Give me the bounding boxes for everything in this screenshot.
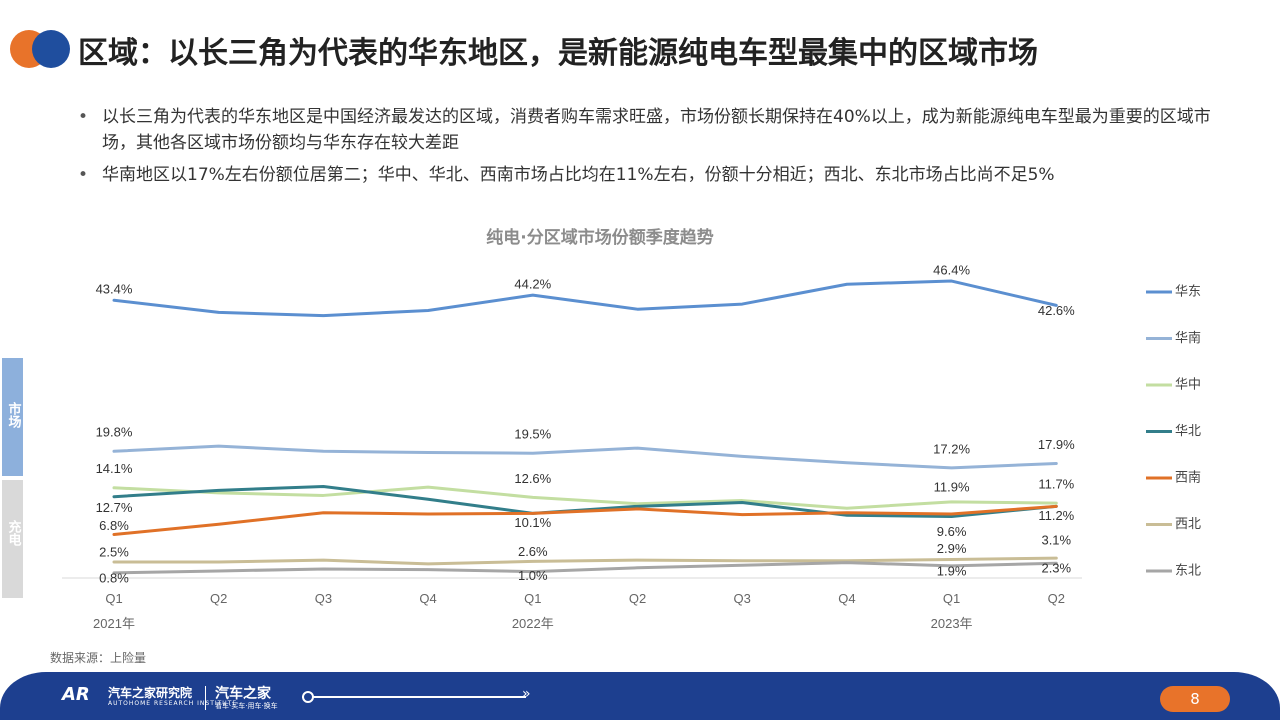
series-line-1 xyxy=(112,444,1058,470)
x-tick-label: Q1 xyxy=(943,591,960,606)
autohome-research-logo: AR xyxy=(62,684,90,705)
data-label: 17.2% xyxy=(933,441,970,456)
side-tab-charge[interactable]: 充电 xyxy=(2,480,23,598)
x-tick-label: Q1 xyxy=(524,591,541,606)
bullet-item: 以长三角为代表的华东地区是中国经济最发达的区域，消费者购车需求旺盛，市场份额长期… xyxy=(78,104,1238,156)
x-tick-label: Q3 xyxy=(734,591,751,606)
legend-label-5: 西北 xyxy=(1175,516,1201,531)
data-label: 12.7% xyxy=(96,500,133,515)
x-tick-label: Q1 xyxy=(105,591,122,606)
data-label: 17.9% xyxy=(1038,437,1075,452)
data-label: 19.8% xyxy=(96,425,133,440)
data-label: 2.3% xyxy=(1041,561,1071,576)
footer-org-sub: AUTOHOME RESEARCH INSTITUTE xyxy=(108,700,238,707)
data-label: 46.4% xyxy=(933,262,970,277)
bullet-list: 以长三角为代表的华东地区是中国经济最发达的区域，消费者购车需求旺盛，市场份额长期… xyxy=(78,104,1238,194)
data-label: 12.6% xyxy=(514,471,551,486)
data-source: 数据来源：上险量 xyxy=(50,651,147,665)
data-label: 3.1% xyxy=(1041,533,1071,548)
side-tab-market-label: 市场 xyxy=(5,402,21,428)
series-line-5 xyxy=(112,556,1058,566)
series-line-2 xyxy=(112,485,1058,510)
bullet-item: 华南地区以17%左右份额位居第二；华中、华北、西南市场占比均在11%左右，份额十… xyxy=(78,162,1238,188)
data-label: 14.1% xyxy=(96,461,133,476)
chart-title: 纯电·分区域市场份额季度趋势 xyxy=(486,228,714,248)
x-year-label: 2022年 xyxy=(512,616,554,631)
series-line-6 xyxy=(112,561,1058,575)
footer-divider xyxy=(205,686,206,710)
legend-label-1: 华南 xyxy=(1175,330,1201,345)
data-label: 11.7% xyxy=(1038,477,1074,492)
data-label: 42.6% xyxy=(1038,303,1075,318)
x-tick-label: Q2 xyxy=(1048,591,1065,606)
data-label: 1.9% xyxy=(937,563,967,578)
x-tick-label: Q4 xyxy=(838,591,855,606)
footer-brand: 汽车之家 xyxy=(215,686,271,702)
data-label: 9.6% xyxy=(937,524,967,539)
data-label: 0.8% xyxy=(99,570,129,585)
data-label: 6.8% xyxy=(99,518,129,533)
blue-dot-icon xyxy=(32,30,70,68)
x-year-label: 2023年 xyxy=(931,616,973,631)
x-tick-label: Q2 xyxy=(210,591,227,606)
legend-label-3: 华北 xyxy=(1175,423,1201,438)
legend-label-4: 西南 xyxy=(1175,469,1201,484)
data-label: 19.5% xyxy=(514,427,551,442)
data-label: 2.6% xyxy=(518,544,548,559)
footer-brand-sub: 看车·买车·用车·换车 xyxy=(215,702,278,710)
progress-knob xyxy=(302,691,314,703)
data-label: 11.2% xyxy=(1038,508,1074,523)
series-line-0 xyxy=(112,279,1058,318)
page-number: 8 xyxy=(1160,686,1230,712)
legend-label-0: 华东 xyxy=(1175,283,1201,298)
data-label: 44.2% xyxy=(514,277,551,292)
data-label: 10.1% xyxy=(514,515,551,530)
data-label: 43.4% xyxy=(96,282,133,297)
legend-label-2: 华中 xyxy=(1175,376,1201,391)
footer-bar: AR 汽车之家研究院 AUTOHOME RESEARCH INSTITUTE 汽… xyxy=(0,672,1280,720)
x-tick-label: Q4 xyxy=(419,591,436,606)
series-line-4 xyxy=(112,504,1058,536)
data-label: 11.9% xyxy=(934,479,970,494)
x-year-label: 2021年 xyxy=(93,616,135,631)
legend-label-6: 东北 xyxy=(1175,562,1201,577)
double-chevron-right-icon[interactable]: » xyxy=(522,686,531,702)
data-label: 2.5% xyxy=(99,544,129,559)
x-tick-label: Q3 xyxy=(315,591,332,606)
side-tab-market[interactable]: 市场 xyxy=(2,358,23,476)
side-tab-charge-label: 充电 xyxy=(5,520,21,546)
data-label: 2.9% xyxy=(937,541,967,556)
data-label: 1.0% xyxy=(518,568,548,583)
title-decoration xyxy=(10,30,72,70)
progress-track xyxy=(302,696,526,698)
x-tick-label: Q2 xyxy=(629,591,646,606)
footer-org-name: 汽车之家研究院 xyxy=(108,686,193,700)
page-title: 区域：以长三角为代表的华东地区，是新能源纯电车型最集中的区域市场 xyxy=(78,36,1038,71)
